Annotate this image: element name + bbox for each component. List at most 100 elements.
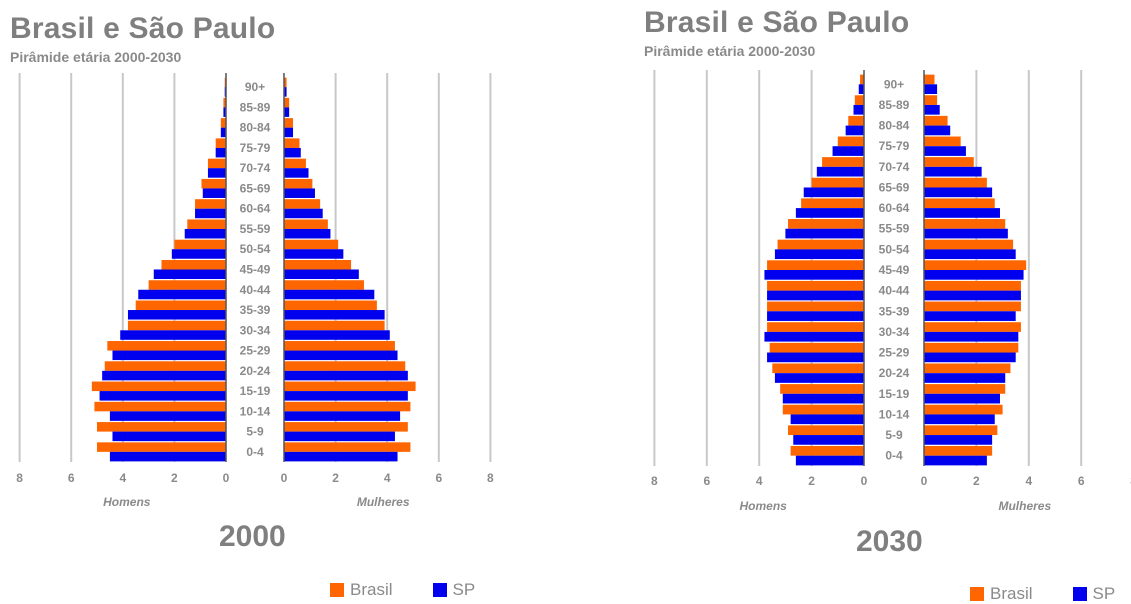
age-group-label: 25-29 xyxy=(879,346,910,360)
bar-homens-brasil xyxy=(780,384,864,394)
age-group-label: 0-4 xyxy=(246,445,264,459)
bar-homens-sp xyxy=(171,249,226,259)
bar-homens-brasil xyxy=(91,381,226,392)
bar-homens-brasil xyxy=(104,361,226,371)
bar-homens-brasil xyxy=(790,445,864,456)
legend-swatch-sp xyxy=(1072,587,1087,601)
bar-homens-brasil xyxy=(215,138,226,148)
bar-homens-brasil xyxy=(127,320,226,331)
age-group-label: 55-59 xyxy=(879,222,910,236)
bar-homens-sp xyxy=(223,107,226,117)
bar-mulheres-sp xyxy=(924,290,1021,301)
bar-mulheres-sp xyxy=(284,370,408,381)
bar-homens-sp xyxy=(767,352,864,363)
bar-homens-sp xyxy=(790,414,864,425)
bar-mulheres-sp xyxy=(284,87,287,97)
bar-homens-brasil xyxy=(148,280,226,290)
bar-mulheres-sp xyxy=(284,147,301,158)
age-group-label: 70-74 xyxy=(879,160,910,174)
bar-mulheres-brasil xyxy=(284,300,377,311)
bar-homens-sp xyxy=(184,228,226,239)
bar-mulheres-brasil xyxy=(284,341,395,351)
bar-homens-brasil xyxy=(97,422,226,432)
bar-homens-brasil xyxy=(822,157,864,167)
chart-legend: Brasil SP xyxy=(330,580,515,600)
bar-homens-sp xyxy=(215,147,226,158)
bar-homens-sp xyxy=(202,188,226,198)
bar-mulheres-sp xyxy=(284,208,323,219)
bar-homens-brasil xyxy=(220,118,226,128)
age-group-label: 40-44 xyxy=(240,283,271,297)
age-group-label: 35-39 xyxy=(240,303,271,317)
age-group-label: 65-69 xyxy=(879,180,910,194)
age-group-label: 5-9 xyxy=(246,425,264,439)
bar-mulheres-sp xyxy=(284,451,398,462)
bar-mulheres-brasil xyxy=(924,198,995,209)
age-group-label: 75-79 xyxy=(879,139,910,153)
bar-homens-brasil xyxy=(207,158,226,169)
legend-swatch-brasil xyxy=(970,587,984,601)
bar-mulheres-brasil xyxy=(924,384,1006,394)
bar-homens-brasil xyxy=(107,341,226,351)
age-group-label: 65-69 xyxy=(240,181,271,195)
bar-mulheres-sp xyxy=(924,249,1016,260)
legend-item-brasil: Brasil xyxy=(330,580,393,600)
chart-legend: Brasil SP xyxy=(970,584,1131,604)
legend-item-sp: SP xyxy=(1072,584,1115,604)
age-group-label: 10-14 xyxy=(879,407,910,421)
bar-mulheres-brasil xyxy=(924,177,987,188)
bar-mulheres-brasil xyxy=(284,442,411,452)
age-group-label: 75-79 xyxy=(240,141,271,155)
bar-homens-sp xyxy=(845,125,864,136)
bar-mulheres-sp xyxy=(924,270,1024,280)
bar-mulheres-brasil xyxy=(284,401,411,412)
age-group-label: 30-34 xyxy=(240,323,271,337)
tick-label-left: 8 xyxy=(651,474,658,488)
bar-homens-sp xyxy=(207,168,226,178)
bar-mulheres-brasil xyxy=(924,260,1027,270)
bar-mulheres-sp xyxy=(284,330,390,340)
bar-homens-sp xyxy=(109,451,226,462)
homens-label: Homens xyxy=(740,499,788,513)
legend-item-sp: SP xyxy=(432,580,475,600)
bar-mulheres-sp xyxy=(284,107,290,117)
age-group-label: 10-14 xyxy=(240,404,271,418)
age-group-label: 90+ xyxy=(884,77,904,91)
age-group-label: 85-89 xyxy=(879,98,910,112)
tick-label-left: 6 xyxy=(68,471,75,485)
legend-item-brasil: Brasil xyxy=(970,584,1033,604)
bar-mulheres-sp xyxy=(284,188,315,198)
age-group-label: 40-44 xyxy=(879,284,910,298)
bar-mulheres-brasil xyxy=(284,97,290,108)
bar-mulheres-sp xyxy=(924,414,995,425)
bar-homens-sp xyxy=(795,455,864,466)
bar-homens-sp xyxy=(764,331,864,342)
chart-subtitle: Pirâmide etária 2000-2030 xyxy=(10,49,182,65)
age-group-label: 45-49 xyxy=(240,263,271,277)
bar-homens-brasil xyxy=(195,199,226,209)
bar-homens-brasil xyxy=(811,177,864,188)
bar-mulheres-sp xyxy=(284,411,401,421)
bar-mulheres-sp xyxy=(284,431,395,442)
tick-label-left: 0 xyxy=(861,474,868,488)
age-group-label: 80-84 xyxy=(240,121,271,135)
bar-mulheres-brasil xyxy=(284,280,364,290)
bar-homens-sp xyxy=(220,127,226,138)
bar-homens-sp xyxy=(127,310,226,320)
bar-homens-sp xyxy=(112,350,226,361)
bar-mulheres-brasil xyxy=(284,138,300,148)
bar-homens-brasil xyxy=(223,97,226,108)
bar-homens-brasil xyxy=(174,239,226,250)
bar-homens-sp xyxy=(853,104,864,115)
bar-homens-sp xyxy=(816,166,864,177)
bar-mulheres-sp xyxy=(924,455,987,466)
bar-homens-brasil xyxy=(854,95,864,105)
bar-mulheres-sp xyxy=(924,311,1016,321)
bar-homens-brasil xyxy=(782,404,864,415)
bar-homens-brasil xyxy=(848,115,864,126)
tick-label-right: 6 xyxy=(435,471,442,485)
bar-homens-sp xyxy=(120,330,226,340)
tick-label-left: 2 xyxy=(808,474,815,488)
bar-homens-sp xyxy=(764,270,864,280)
bar-mulheres-brasil xyxy=(924,157,974,167)
